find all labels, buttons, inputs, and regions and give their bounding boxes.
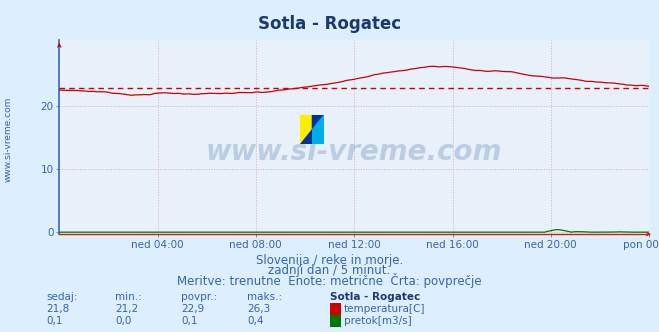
Text: 26,3: 26,3 <box>247 304 270 314</box>
Text: Sotla - Rogatec: Sotla - Rogatec <box>330 292 420 302</box>
Text: Meritve: trenutne  Enote: metrične  Črta: povprečje: Meritve: trenutne Enote: metrične Črta: … <box>177 273 482 288</box>
Text: 0,1: 0,1 <box>181 316 198 326</box>
Text: min.:: min.: <box>115 292 142 302</box>
Bar <box>312 115 324 144</box>
Text: 0,4: 0,4 <box>247 316 264 326</box>
Text: 0,0: 0,0 <box>115 316 132 326</box>
Text: www.si-vreme.com: www.si-vreme.com <box>3 97 13 182</box>
Text: 21,2: 21,2 <box>115 304 138 314</box>
Polygon shape <box>300 129 312 144</box>
Text: Slovenija / reke in morje.: Slovenija / reke in morje. <box>256 254 403 267</box>
Text: maks.:: maks.: <box>247 292 282 302</box>
Text: zadnji dan / 5 minut.: zadnji dan / 5 minut. <box>268 264 391 277</box>
Text: pretok[m3/s]: pretok[m3/s] <box>344 316 412 326</box>
Text: 0,1: 0,1 <box>46 316 63 326</box>
Text: povpr.:: povpr.: <box>181 292 217 302</box>
Text: www.si-vreme.com: www.si-vreme.com <box>206 138 502 166</box>
Text: 22,9: 22,9 <box>181 304 204 314</box>
Polygon shape <box>312 115 324 129</box>
Bar <box>300 115 312 144</box>
Text: sedaj:: sedaj: <box>46 292 78 302</box>
Text: 21,8: 21,8 <box>46 304 69 314</box>
Text: temperatura[C]: temperatura[C] <box>344 304 426 314</box>
Text: Sotla - Rogatec: Sotla - Rogatec <box>258 15 401 33</box>
